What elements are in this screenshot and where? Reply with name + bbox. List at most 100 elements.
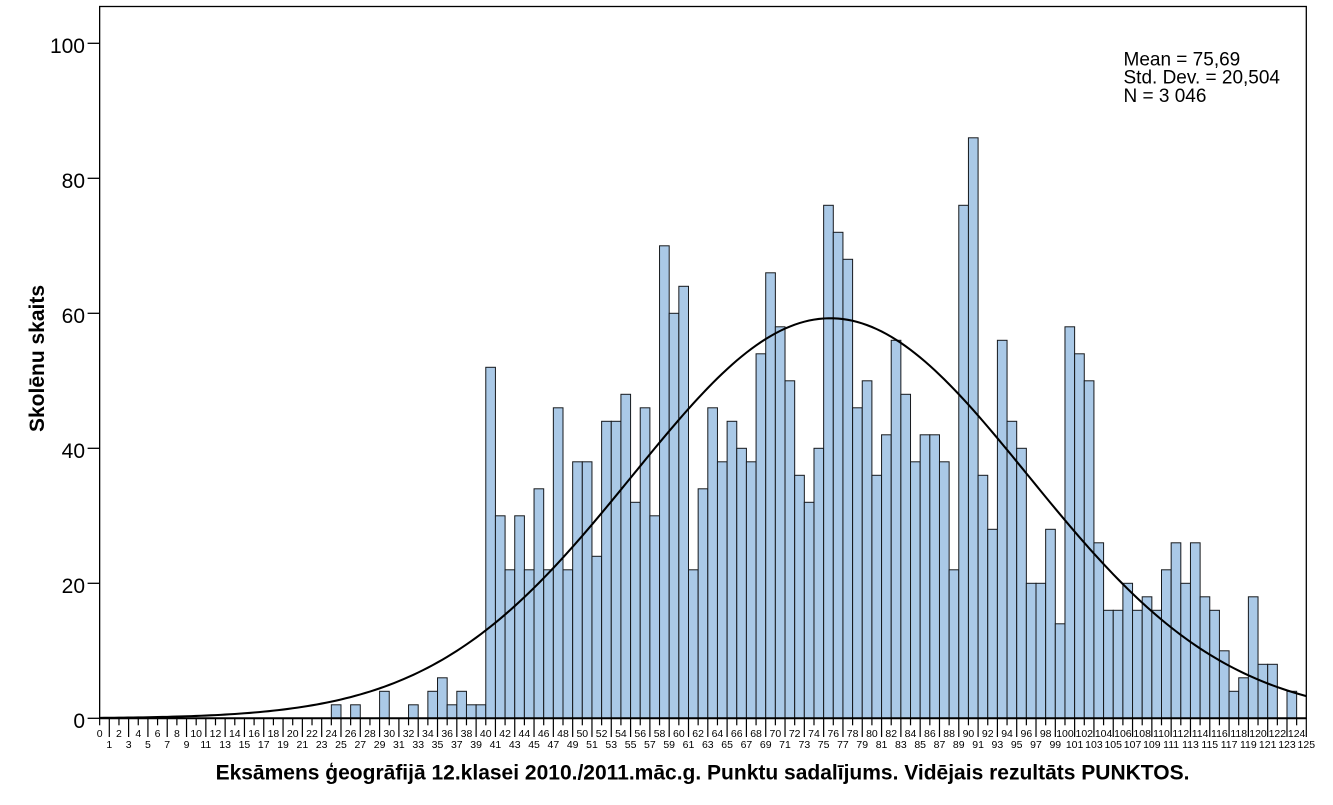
svg-text:72: 72 [789, 728, 801, 740]
svg-text:93: 93 [992, 739, 1004, 751]
svg-text:96: 96 [1021, 728, 1033, 740]
svg-text:56: 56 [634, 728, 646, 740]
svg-text:115: 115 [1201, 739, 1218, 751]
svg-text:18: 18 [268, 728, 280, 740]
svg-text:8: 8 [174, 728, 180, 740]
svg-text:69: 69 [760, 739, 772, 751]
svg-text:12: 12 [210, 728, 222, 740]
svg-text:N = 3 046: N = 3 046 [1124, 86, 1207, 107]
svg-text:86: 86 [924, 728, 936, 740]
svg-text:41: 41 [490, 739, 502, 751]
svg-text:78: 78 [847, 728, 859, 740]
svg-text:125: 125 [1298, 739, 1316, 751]
svg-text:70: 70 [770, 728, 782, 740]
svg-text:Std. Dev. = 20,504: Std. Dev. = 20,504 [1124, 68, 1281, 89]
svg-text:82: 82 [885, 728, 897, 740]
svg-text:26: 26 [345, 728, 357, 740]
svg-text:106: 106 [1114, 728, 1132, 740]
svg-text:113: 113 [1182, 739, 1199, 751]
svg-text:Skolēnu skaits: Skolēnu skaits [26, 285, 49, 432]
svg-text:54: 54 [615, 728, 627, 740]
svg-text:63: 63 [702, 739, 714, 751]
svg-text:21: 21 [297, 739, 309, 751]
svg-text:5: 5 [145, 739, 151, 751]
svg-text:36: 36 [441, 728, 453, 740]
svg-text:15: 15 [239, 739, 251, 751]
svg-text:50: 50 [576, 728, 588, 740]
svg-text:103: 103 [1085, 739, 1103, 751]
svg-text:62: 62 [692, 728, 704, 740]
svg-text:85: 85 [914, 739, 926, 751]
svg-text:122: 122 [1269, 728, 1287, 740]
svg-text:91: 91 [972, 739, 984, 751]
svg-text:64: 64 [712, 728, 724, 740]
svg-text:92: 92 [982, 728, 994, 740]
svg-text:40: 40 [480, 728, 492, 740]
svg-text:110: 110 [1153, 728, 1170, 740]
svg-text:104: 104 [1095, 728, 1113, 740]
svg-text:99: 99 [1049, 739, 1061, 751]
svg-text:Eksāmens ģeogrāfijā 12.klasei: Eksāmens ģeogrāfijā 12.klasei 2010./2011… [216, 762, 1190, 785]
svg-text:111: 111 [1163, 739, 1179, 751]
svg-text:116: 116 [1211, 728, 1228, 740]
svg-text:57: 57 [644, 739, 656, 751]
svg-text:60: 60 [62, 305, 85, 328]
svg-text:59: 59 [663, 739, 675, 751]
svg-text:81: 81 [876, 739, 888, 751]
svg-text:100: 100 [1056, 728, 1074, 740]
svg-text:13: 13 [219, 739, 231, 751]
svg-text:120: 120 [1249, 728, 1267, 740]
svg-text:101: 101 [1066, 739, 1084, 751]
svg-text:58: 58 [654, 728, 666, 740]
svg-text:124: 124 [1288, 728, 1306, 740]
svg-text:114: 114 [1192, 728, 1209, 740]
svg-text:29: 29 [374, 739, 386, 751]
svg-text:55: 55 [625, 739, 637, 751]
svg-text:39: 39 [470, 739, 482, 751]
svg-text:53: 53 [605, 739, 617, 751]
svg-text:14: 14 [229, 728, 241, 740]
svg-text:20: 20 [62, 575, 85, 598]
svg-text:2: 2 [116, 728, 122, 740]
svg-text:88: 88 [943, 728, 955, 740]
svg-text:43: 43 [509, 739, 521, 751]
svg-text:79: 79 [856, 739, 868, 751]
svg-text:27: 27 [354, 739, 366, 751]
svg-text:16: 16 [248, 728, 260, 740]
svg-text:94: 94 [1001, 728, 1013, 740]
svg-text:7: 7 [164, 739, 170, 751]
svg-text:68: 68 [750, 728, 762, 740]
svg-text:33: 33 [412, 739, 424, 751]
svg-text:38: 38 [461, 728, 473, 740]
svg-text:66: 66 [731, 728, 743, 740]
svg-text:42: 42 [499, 728, 511, 740]
svg-text:80: 80 [866, 728, 878, 740]
svg-text:60: 60 [673, 728, 685, 740]
svg-text:48: 48 [557, 728, 569, 740]
svg-text:95: 95 [1011, 739, 1023, 751]
svg-text:117: 117 [1221, 739, 1238, 751]
svg-text:17: 17 [258, 739, 270, 751]
svg-text:108: 108 [1133, 728, 1151, 740]
svg-text:4: 4 [135, 728, 141, 740]
svg-text:49: 49 [567, 739, 579, 751]
svg-text:121: 121 [1259, 739, 1277, 751]
svg-text:83: 83 [895, 739, 907, 751]
svg-text:47: 47 [548, 739, 560, 751]
svg-text:100: 100 [50, 35, 85, 58]
svg-text:20: 20 [287, 728, 299, 740]
svg-text:80: 80 [62, 170, 85, 193]
svg-text:51: 51 [586, 739, 598, 751]
svg-text:102: 102 [1076, 728, 1094, 740]
svg-text:22: 22 [306, 728, 318, 740]
svg-text:19: 19 [277, 739, 289, 751]
svg-text:6: 6 [155, 728, 161, 740]
svg-text:40: 40 [62, 440, 85, 463]
svg-text:0: 0 [97, 728, 103, 740]
svg-text:61: 61 [683, 739, 695, 751]
svg-text:107: 107 [1124, 739, 1142, 751]
svg-text:9: 9 [184, 739, 190, 751]
svg-text:24: 24 [325, 728, 337, 740]
svg-text:74: 74 [808, 728, 820, 740]
svg-text:35: 35 [432, 739, 444, 751]
